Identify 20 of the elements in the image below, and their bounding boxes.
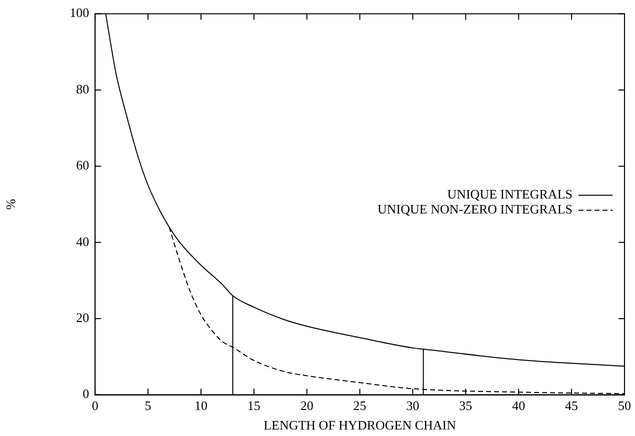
x-axis-title: LENGTH OF HYDROGEN CHAIN: [264, 418, 457, 433]
y-axis-title: %: [3, 198, 18, 210]
x-tick-label: 35: [459, 398, 472, 414]
y-tick-label: 40: [76, 234, 90, 249]
y-tick-label: 80: [76, 81, 90, 96]
x-tick-label: 40: [512, 398, 526, 414]
x-tick-label: 50: [618, 398, 631, 414]
x-tick-label: 5: [144, 398, 152, 414]
legend-label: UNIQUE NON-ZERO INTEGRALS: [378, 202, 572, 217]
x-tick-label: 25: [353, 398, 366, 414]
x-tick-label: 30: [406, 398, 420, 414]
y-tick-label: 0: [82, 386, 90, 402]
x-tick-label: 45: [565, 398, 578, 414]
x-tick-label: 10: [194, 398, 208, 414]
y-tick-label: 20: [76, 310, 90, 326]
x-tick-label: 20: [300, 398, 314, 414]
y-tick-label: 60: [76, 158, 90, 173]
x-tick-label: 15: [247, 398, 260, 414]
legend-label: UNIQUE INTEGRALS: [447, 186, 572, 202]
y-tick-label: 100: [70, 5, 90, 20]
